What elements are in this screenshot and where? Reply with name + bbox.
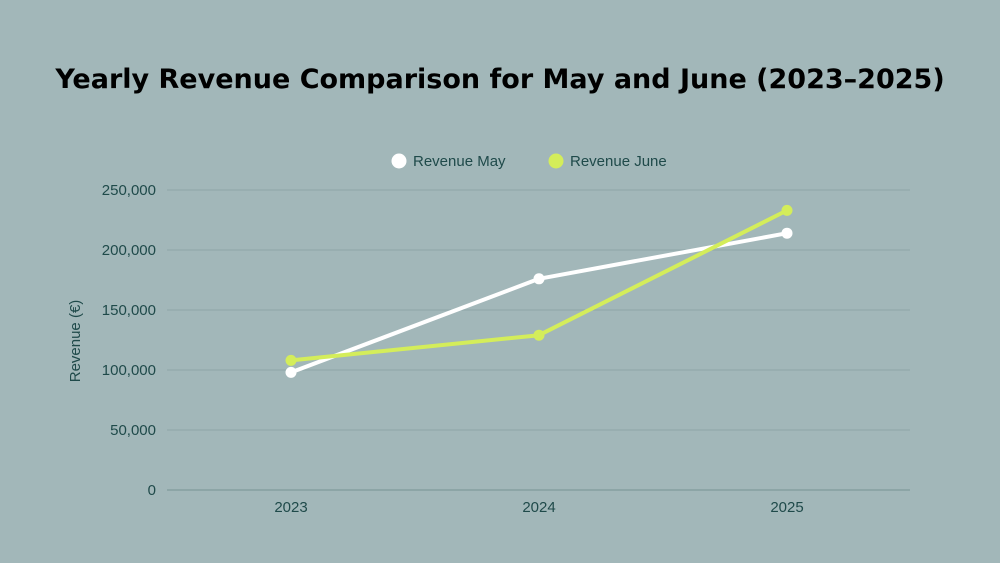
y-tick-label: 250,000: [102, 182, 156, 199]
y-tick-label: 100,000: [102, 362, 156, 379]
data-point-revenue-june: [781, 204, 793, 216]
series: [285, 204, 793, 378]
data-point-revenue-may: [781, 227, 793, 239]
x-tick-label: 2024: [522, 499, 555, 516]
y-tick-label: 50,000: [110, 422, 156, 439]
y-tick-label: 150,000: [102, 302, 156, 319]
legend-marker-revenue-june: [548, 153, 564, 169]
y-tick-label: 200,000: [102, 242, 156, 259]
legend-label-revenue-june: Revenue June: [570, 153, 667, 170]
chart-title: Yearly Revenue Comparison for May and Ju…: [55, 64, 945, 95]
x-tick-label: 2025: [770, 499, 803, 516]
y-axis-title: Revenue (€): [67, 300, 84, 383]
x-tick-label: 2023: [274, 499, 307, 516]
gridlines: [167, 189, 910, 431]
data-point-revenue-may: [533, 273, 545, 285]
legend-label-revenue-may: Revenue May: [413, 153, 506, 170]
legend: Revenue May Revenue June: [391, 153, 667, 170]
data-point-revenue-may: [285, 366, 297, 378]
x-tick-labels: 2023 2024 2025: [274, 499, 803, 516]
legend-marker-revenue-may: [391, 153, 407, 169]
data-point-revenue-june: [285, 354, 297, 366]
y-tick-label: 0: [148, 482, 156, 499]
y-tick-labels: 0 50,000 100,000 150,000 200,000 250,000: [102, 182, 156, 499]
data-point-revenue-june: [533, 329, 545, 341]
